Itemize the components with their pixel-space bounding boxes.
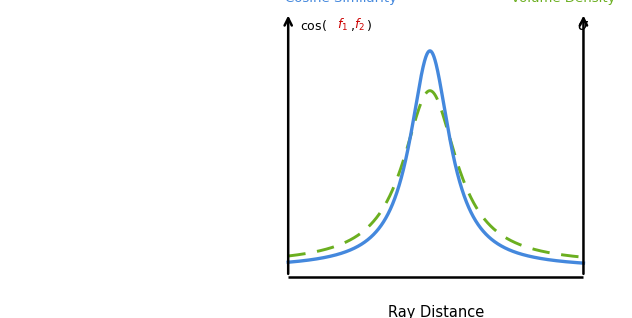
Text: $)$: $)$ [367, 18, 372, 33]
Text: $f_1$: $f_1$ [337, 17, 348, 33]
Text: $\sigma$: $\sigma$ [578, 18, 590, 33]
Text: Cosine Similarity: Cosine Similarity [285, 0, 397, 5]
Text: Volume Density: Volume Density [511, 0, 616, 5]
Text: $f_2$: $f_2$ [354, 17, 365, 33]
Text: $\cos($: $\cos($ [300, 18, 327, 33]
Text: $,$: $,$ [349, 20, 355, 33]
Text: Ray Distance: Ray Distance [387, 305, 484, 318]
